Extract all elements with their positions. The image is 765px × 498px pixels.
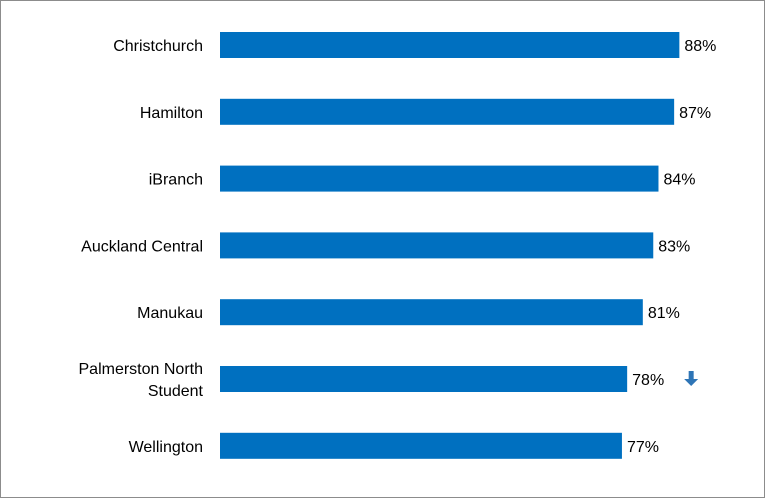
data-label: 87% — [679, 105, 711, 122]
bar-hamilton — [220, 98, 675, 125]
bar-christchurch — [220, 32, 680, 58]
bar-auckland-central — [220, 232, 654, 259]
category-label: Palmerston North Student — [79, 361, 204, 400]
data-label: 84% — [663, 172, 695, 189]
data-label: 77% — [627, 439, 659, 456]
category-label: Manukau — [137, 305, 203, 322]
bar-palmerston-north-student — [220, 366, 628, 392]
category-label: Auckland Central — [81, 238, 203, 255]
data-label: 88% — [684, 38, 716, 55]
category-label: Hamilton — [140, 105, 203, 122]
category-label: Christchurch — [113, 38, 203, 55]
data-label: 81% — [648, 305, 680, 322]
category-label: iBranch — [149, 172, 203, 189]
category-label: Wellington — [129, 439, 203, 456]
data-label: 83% — [658, 238, 690, 255]
bar-ibranch — [220, 165, 659, 192]
bar-wellington — [220, 432, 622, 459]
down-arrow-icon — [684, 371, 699, 386]
bar-manukau — [220, 299, 643, 326]
data-label: 78% — [632, 372, 664, 389]
